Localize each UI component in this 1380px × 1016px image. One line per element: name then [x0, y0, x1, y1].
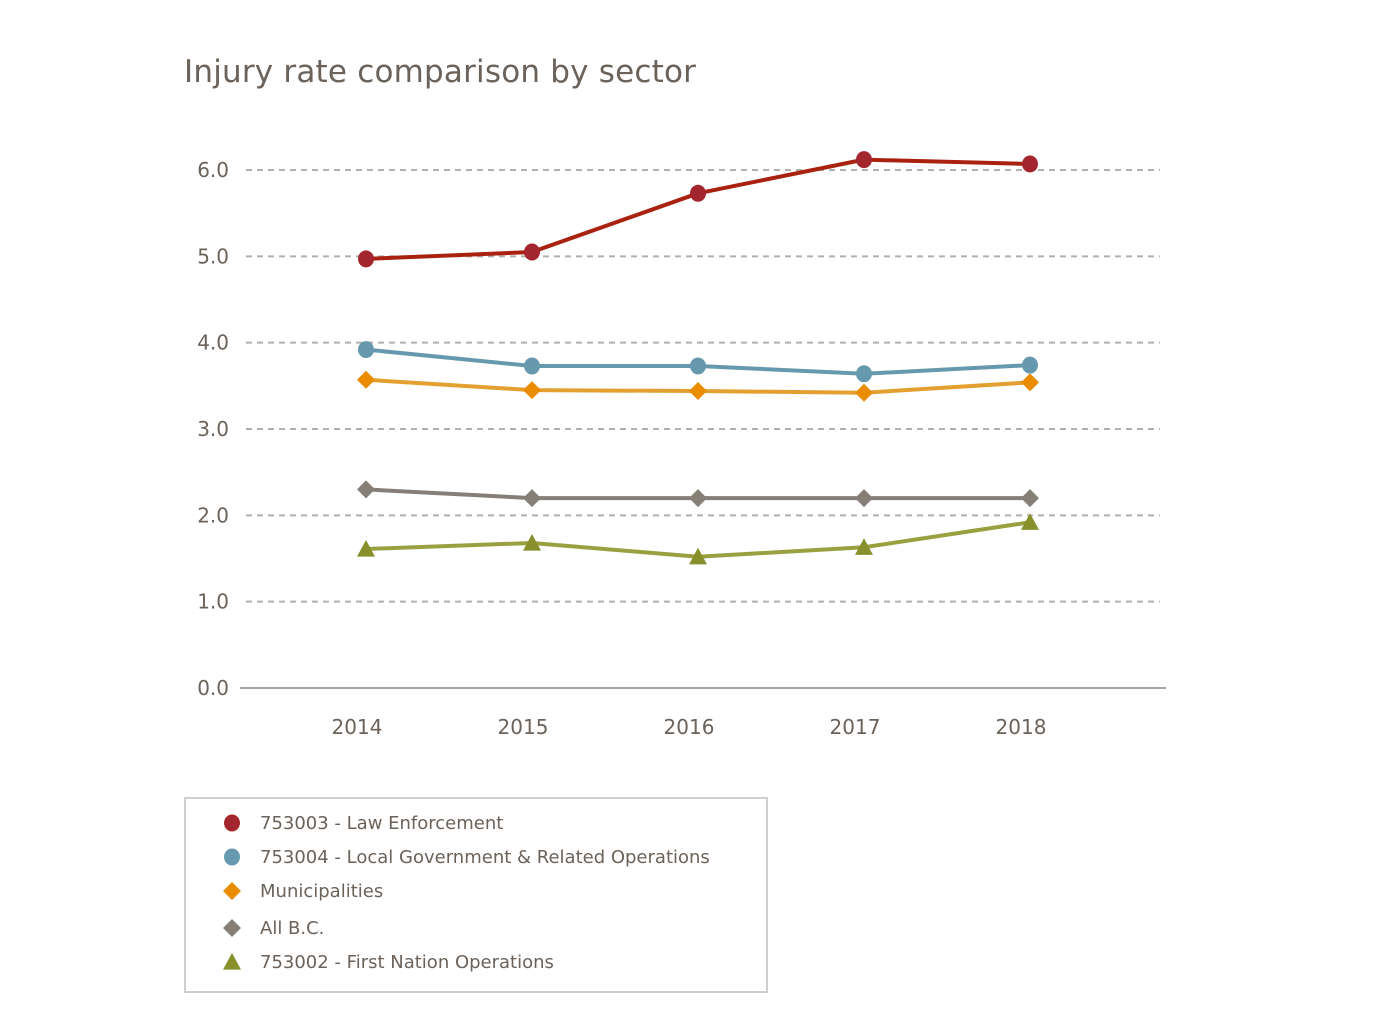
data-point	[357, 370, 375, 389]
legend-label: Municipalities	[260, 880, 384, 902]
data-point	[523, 381, 541, 400]
data-point	[523, 533, 541, 551]
data-point	[855, 489, 873, 508]
data-point	[1021, 373, 1039, 392]
series-line	[365, 157, 1031, 261]
x-tick-label: 2015	[498, 715, 549, 739]
legend: 753003 - Law Enforcement 753004 - Local G…	[184, 797, 768, 993]
data-point	[357, 540, 375, 557]
legend-item: Municipalities	[222, 879, 383, 903]
legend-item: 753003 - Law Enforcement	[222, 811, 503, 835]
x-tick-label: 2018	[996, 715, 1047, 739]
x-tick-label: 2014	[332, 715, 383, 739]
data-point	[690, 357, 706, 375]
data-point	[689, 382, 707, 401]
legend-marker-circle-icon	[224, 814, 240, 832]
series-all-b-c-	[357, 480, 1039, 508]
legend-label: All B.C.	[260, 917, 325, 939]
legend-label: 753002 - First Nation Operations	[260, 951, 554, 973]
legend-marker-triangle-icon	[223, 953, 241, 970]
series-753003-law-enforcement	[358, 151, 1038, 268]
data-point	[1021, 513, 1039, 530]
legend-marker	[224, 848, 240, 866]
legend-marker-diamond-icon	[223, 919, 241, 937]
legend-item: 753004 - Local Government & Related Oper…	[222, 845, 710, 869]
data-point	[856, 151, 872, 169]
y-tick-label: 0.0	[197, 676, 229, 700]
legend-marker	[223, 919, 241, 937]
chart-title: Injury rate comparison by sector	[184, 54, 697, 90]
x-tick-label: 2017	[830, 715, 881, 739]
series-753004-local-government-related-operations	[358, 341, 1038, 383]
data-point	[358, 250, 374, 268]
plot-area: 0.0 1.0 2.0 3.0 4.0 5.0 6.0 2014 2015 2016 2017 201…	[197, 151, 1166, 739]
legend-marker-circle-icon	[224, 848, 240, 866]
data-point	[856, 365, 872, 383]
y-tick-label: 6.0	[197, 158, 229, 182]
legend-item: All B.C.	[222, 916, 324, 940]
y-tick-label: 1.0	[197, 590, 229, 614]
data-point	[855, 383, 873, 402]
data-point	[358, 341, 374, 359]
data-point	[689, 489, 707, 508]
data-point	[524, 243, 540, 261]
series-753002-first-nation-operations	[357, 513, 1039, 565]
y-tick-label: 5.0	[197, 244, 229, 268]
legend-marker	[223, 953, 241, 970]
legend-marker	[223, 882, 241, 900]
y-tick-label: 4.0	[197, 331, 229, 355]
legend-label: 753003 - Law Enforcement	[260, 812, 504, 834]
data-point	[1021, 489, 1039, 508]
data-point	[523, 489, 541, 508]
legend-item: 753002 - First Nation Operations	[222, 950, 554, 974]
data-point	[689, 547, 707, 565]
data-point	[690, 184, 706, 202]
data-point	[855, 538, 873, 555]
data-point	[524, 357, 540, 375]
legend-marker	[224, 814, 240, 832]
data-point	[1022, 356, 1038, 374]
x-tick-label: 2016	[664, 715, 715, 739]
y-tick-label: 3.0	[197, 417, 229, 441]
y-tick-label: 2.0	[197, 503, 229, 527]
data-point	[1022, 155, 1038, 173]
legend-label: 753004 - Local Government & Related Oper…	[260, 846, 710, 868]
data-point	[357, 480, 375, 499]
series-municipalities	[357, 370, 1039, 402]
legend-marker-diamond-icon	[223, 882, 241, 900]
